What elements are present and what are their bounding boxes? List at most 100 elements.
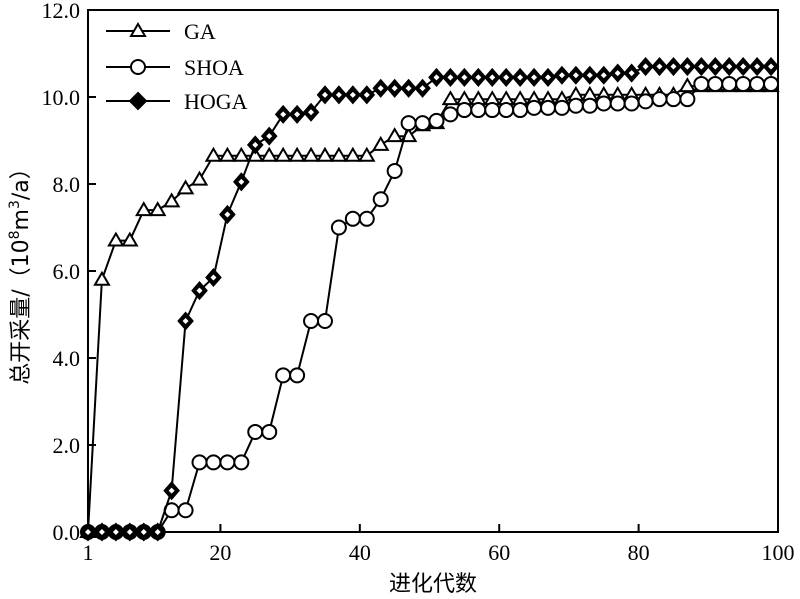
data-point-ga: [162, 192, 181, 208]
data-point-center-hoga: [98, 529, 105, 535]
legend-item-ga: GA: [106, 19, 216, 44]
circle-marker-icon: [130, 59, 146, 75]
data-point-center-hoga: [224, 211, 231, 218]
data-point-shoa: [442, 106, 459, 123]
data-point-shoa: [665, 91, 682, 108]
data-point-center-hoga: [656, 63, 663, 70]
data-point-ga: [232, 146, 251, 162]
data-point-ga: [371, 135, 390, 151]
data-point-center-hoga: [335, 91, 342, 98]
data-point-shoa: [330, 219, 347, 236]
data-point-center-hoga: [726, 63, 733, 70]
data-point-center-hoga: [531, 74, 538, 81]
data-point-center-hoga: [558, 72, 565, 79]
data-point-center-hoga: [405, 85, 412, 92]
data-point-center-hoga: [572, 72, 579, 79]
data-point-ga: [121, 231, 139, 247]
data-point-shoa: [191, 454, 208, 471]
x-tick-label: 40: [349, 540, 371, 565]
y-axis-title-mid: m: [9, 209, 34, 230]
data-point-center-hoga: [85, 529, 91, 535]
data-point-ga: [260, 146, 278, 162]
data-point-center-hoga: [433, 74, 440, 81]
data-point-center-hoga: [238, 178, 245, 185]
data-point-ga: [190, 170, 209, 186]
data-point-center-hoga: [308, 109, 315, 116]
data-point-shoa: [275, 367, 292, 384]
data-point-shoa: [358, 210, 375, 227]
data-point-shoa: [233, 454, 250, 471]
data-point-center-hoga: [349, 91, 356, 98]
data-point-shoa: [623, 95, 640, 112]
data-point-center-hoga: [489, 74, 496, 81]
y-tick-label: 0.0: [53, 520, 81, 545]
y-axis-title: 总开采量/（108m3/a）: [7, 157, 34, 385]
y-tick-label: 12.0: [42, 0, 81, 23]
data-point-shoa: [289, 367, 306, 384]
data-point-shoa: [581, 97, 598, 114]
x-axis-title: 进化代数: [389, 572, 477, 597]
data-point-center-hoga: [252, 141, 259, 148]
data-point-shoa: [651, 91, 668, 108]
y-axis-title-suffix: /a）: [9, 157, 34, 200]
data-point-shoa: [595, 95, 612, 112]
data-point-center-hoga: [196, 287, 203, 294]
data-point-center-hoga: [280, 111, 287, 118]
series-line-hoga: [88, 65, 771, 533]
y-tick-label: 10.0: [42, 85, 81, 110]
y-tick-label: 4.0: [53, 346, 81, 371]
data-point-shoa: [735, 75, 752, 92]
x-tick-label: 80: [628, 540, 650, 565]
data-point-ga: [678, 77, 697, 93]
series-ga: [79, 77, 780, 538]
series-layer: [79, 57, 780, 542]
data-point-ga: [302, 146, 320, 162]
data-point-shoa: [428, 112, 445, 129]
data-point-ga: [385, 127, 404, 143]
data-point-center-hoga: [740, 63, 747, 70]
legend: GA SHOA HOGA: [106, 19, 248, 114]
data-point-center-hoga: [419, 85, 426, 92]
data-point-ga: [135, 201, 153, 217]
axis-ticks: 1 20 40 60 80 100 0.0 2.0 4.0 6.0 8.0 10.0 12.0: [42, 0, 795, 565]
y-axis-title-exp1: 8: [7, 230, 23, 239]
data-point-shoa: [540, 99, 556, 116]
data-point-center-hoga: [684, 63, 691, 70]
data-point-center-hoga: [712, 63, 719, 70]
y-tick-label: 8.0: [53, 172, 81, 197]
data-point-center-hoga: [363, 91, 370, 98]
legend-label-ga: GA: [184, 19, 216, 44]
data-point-center-hoga: [698, 63, 705, 70]
y-tick-label: 2.0: [53, 433, 81, 458]
data-point-center-hoga: [586, 72, 593, 79]
data-point-shoa: [261, 423, 278, 440]
series-line-shoa: [88, 82, 771, 533]
data-point-shoa: [567, 97, 584, 114]
data-point-center-hoga: [447, 74, 454, 81]
data-point-shoa: [386, 162, 403, 179]
data-point-center-hoga: [614, 70, 621, 77]
legend-item-hoga: HOGA: [106, 89, 248, 114]
data-point-center-hoga: [140, 529, 147, 535]
data-point-shoa: [721, 75, 738, 92]
data-point-shoa: [498, 102, 515, 119]
data-point-center-hoga: [475, 74, 482, 81]
data-point-ga: [218, 146, 237, 162]
data-point-ga: [274, 146, 292, 162]
data-point-shoa: [219, 454, 236, 471]
series-shoa: [80, 75, 780, 540]
data-point-ga: [148, 201, 167, 217]
data-point-shoa: [749, 75, 766, 92]
data-point-center-hoga: [154, 529, 161, 535]
data-point-ga: [330, 146, 348, 162]
x-tick-label: 1: [83, 540, 94, 565]
data-point-shoa: [400, 115, 417, 132]
data-point-center-hoga: [670, 63, 677, 70]
data-point-center-hoga: [266, 133, 273, 140]
data-point-shoa: [707, 75, 724, 92]
data-point-ga: [441, 90, 460, 106]
data-point-shoa: [693, 75, 710, 92]
data-point-center-hoga: [377, 85, 384, 92]
data-point-ga: [288, 146, 306, 162]
